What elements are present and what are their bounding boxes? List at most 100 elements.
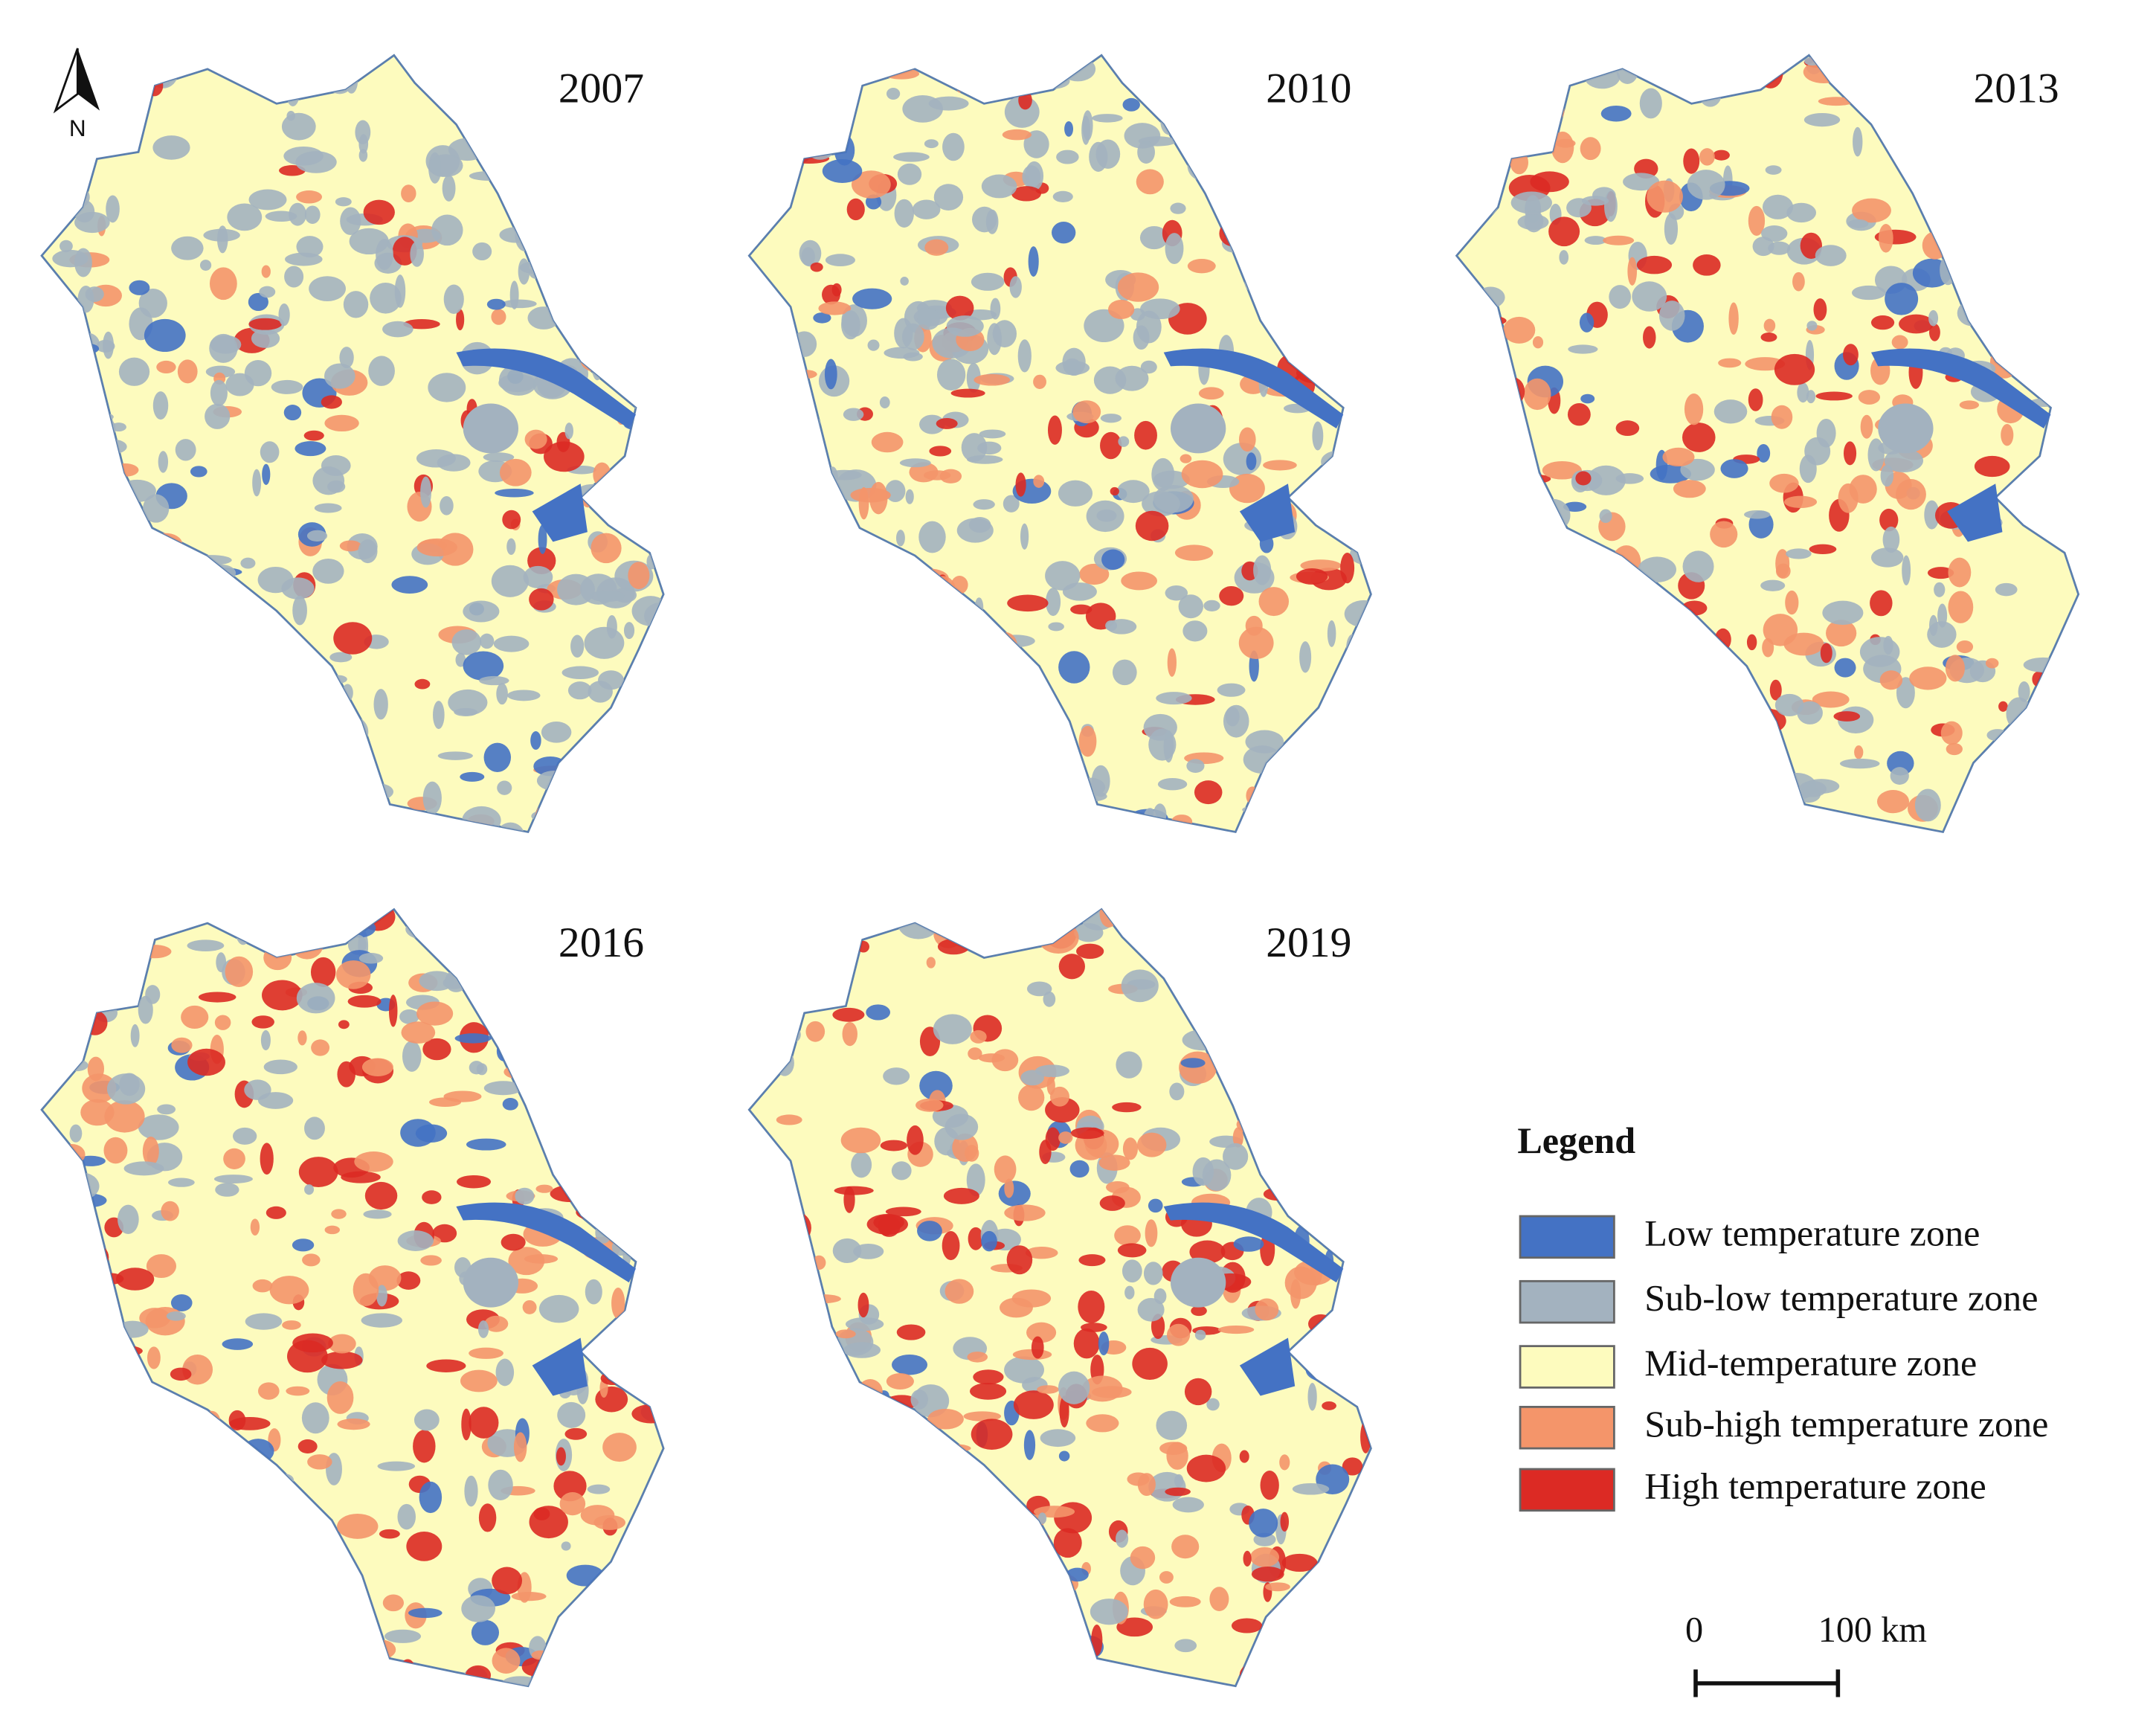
zone-patch [872,1570,904,1581]
zone-patch [282,693,303,710]
zone-patch [1121,571,1157,591]
zone-patch [1613,757,1641,778]
zone-patch [144,1663,184,1680]
zone-patch [805,1578,843,1598]
zone-patch [1813,825,1838,832]
zone-patch [2057,664,2077,678]
water [456,348,636,542]
zone-patch [1046,588,1061,617]
zone-patch [508,1247,545,1276]
zone-patch [422,1190,442,1204]
zone-patch [1559,572,1586,601]
zone-patch [1612,545,1641,579]
zone-patch [1299,641,1312,673]
zone-patch [510,958,520,986]
zone-patch [227,203,263,231]
zone-patch [1324,283,1345,312]
zone-patch [2059,124,2079,144]
zone-patch [1015,472,1026,497]
zone-patch [1682,550,1714,582]
zone-patch [810,1670,828,1686]
zone-patch [1914,150,1949,162]
zone-patch [42,1349,54,1381]
zone-patch [1623,812,1649,832]
zone-patch [593,462,611,487]
map-panel: 2016 [40,907,665,1688]
zone-patch [1854,745,1864,759]
zone-patch [317,749,341,778]
zone-patch [973,1369,1004,1385]
zone-patch [1292,1482,1330,1495]
zone-patch [191,789,227,812]
zone-patch [1647,180,1683,213]
zone-patch [785,1027,801,1044]
zone-patch [895,530,905,547]
zone-patch [883,1067,910,1085]
zone-patch [359,783,394,801]
zone-patch [1586,728,1617,762]
zone-patch [556,1447,566,1466]
zone-patch [80,1326,97,1338]
zone-patch [1346,1596,1362,1618]
zone-patch [971,1419,1013,1450]
zone-patch [1195,86,1217,103]
zone-patch [953,600,974,613]
zone-patch [749,788,769,806]
zone-patch [1344,600,1371,628]
zone-patch [225,373,254,396]
zone-patch [440,496,454,515]
zone-patch [171,687,206,720]
zone-patch [397,1503,416,1530]
zone-patch [1820,643,1832,664]
zone-patch [1870,547,1904,568]
zone-patch [1000,1610,1031,1640]
zone-patch [106,195,120,223]
zone-patch [621,1207,637,1236]
zone-patch [1341,1520,1371,1539]
zone-patch [1250,1546,1280,1567]
zone-patch [1640,748,1681,780]
zone-patch [1243,1550,1252,1567]
zone-patch [190,555,232,565]
zone-patch [455,652,466,667]
zone-patch [961,636,978,646]
zone-patch [496,822,525,832]
zone-patch [1986,145,2024,158]
zone-patch [1847,219,1869,228]
zone-patch [876,713,915,743]
zone-patch [132,84,144,109]
zone-patch [270,693,302,716]
zone-patch [199,260,212,271]
zone-patch [1600,105,1632,122]
zone-patch [257,1532,268,1557]
zone-patch [893,829,935,832]
zone-patch [338,1020,350,1029]
zone-patch [176,1421,213,1442]
zone-patch [1142,491,1180,517]
zone-patch [1792,272,1805,292]
zone-patch [1181,460,1223,489]
zone-patch [250,1218,260,1236]
zone-patch [1166,1442,1188,1470]
zone-patch [1206,146,1240,173]
zone-patch [110,1417,138,1447]
zone-patch [282,1320,301,1330]
zone-patch [42,1237,59,1249]
zone-patch [816,574,831,591]
zone-patch [635,321,664,337]
zone-patch [495,488,534,498]
zone-patch [1755,774,1767,800]
zone-patch [1664,752,1704,772]
zone-patch [106,1073,146,1105]
zone-patch [550,1054,581,1066]
zone-patch [775,736,795,758]
zone-patch [1769,679,1782,701]
zone-patch [127,717,154,739]
zone-patch [1007,1625,1043,1645]
zone-patch [483,1081,523,1096]
zone-patch [286,111,295,121]
zone-patch [47,1378,73,1411]
zone-patch [1995,582,2018,597]
zone-patch [85,1317,111,1340]
zone-patch [1281,1109,1312,1142]
